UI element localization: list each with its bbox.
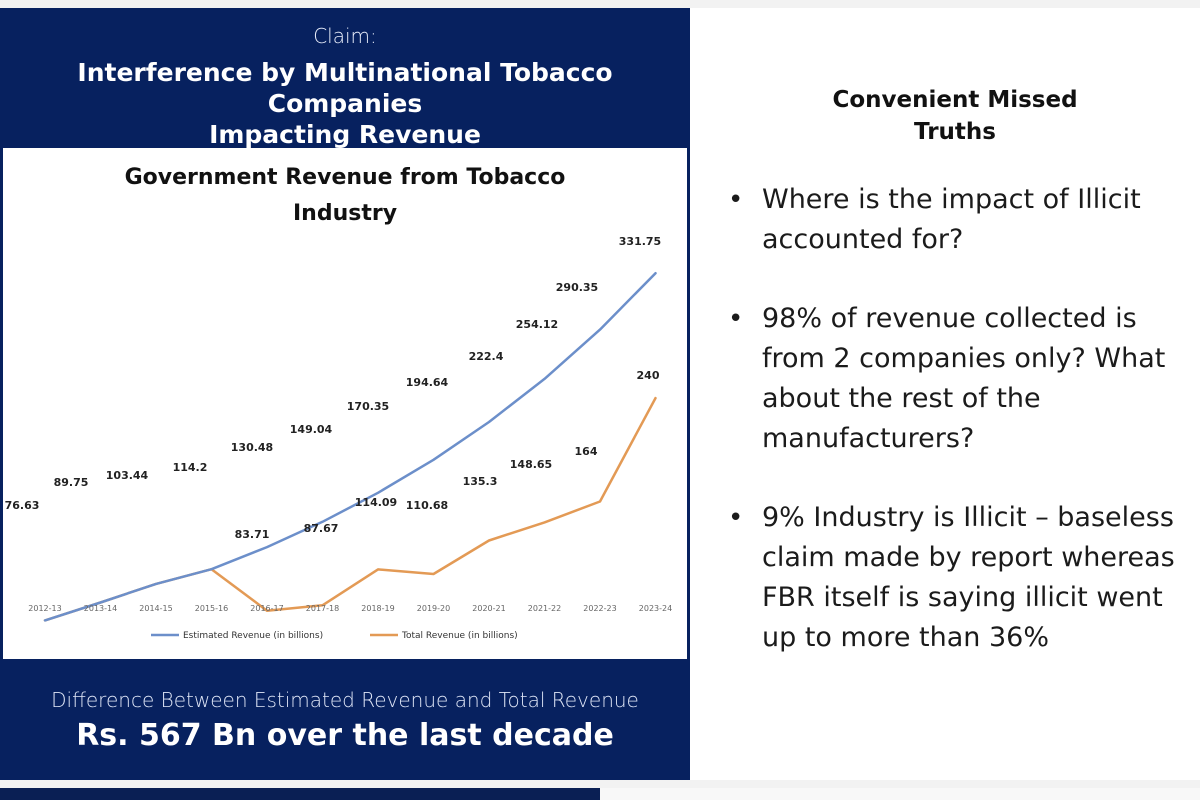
bottom-navy-strip	[0, 788, 600, 800]
missed-truth-item: 9% Industry is Illicit – baseless claim …	[728, 498, 1188, 658]
total-revenue-line	[43, 396, 657, 622]
claim-title-line-1: Interference by Multinational Tobacco Co…	[77, 58, 613, 118]
total-data-label: 240	[637, 369, 660, 382]
legend-estimated-label: Estimated Revenue (in billions)	[183, 631, 323, 641]
total-data-label: 110.68	[406, 499, 448, 512]
estimated-data-label: 170.35	[347, 400, 389, 413]
claim-title-line-2: Impacting Revenue	[209, 120, 481, 149]
total-data-label: 148.65	[510, 458, 552, 471]
x-tick-label: 2018-19	[361, 604, 394, 613]
x-tick-label: 2021-22	[528, 604, 561, 613]
missed-truths-title-line-1: Convenient Missed	[832, 87, 1078, 113]
x-tick-label: 2020-21	[472, 604, 505, 613]
estimated-data-label: 222.4	[469, 350, 504, 363]
x-tick-label: 2014-15	[139, 604, 172, 613]
chart-title-line-1: Government Revenue from Tobacco	[125, 165, 566, 190]
shared-data-label: 103.44	[106, 469, 149, 482]
chart-layer: 2012-13 2013-14 2014-15 2015-16 2016-17 2017-…	[5, 235, 673, 641]
revenue-chart-card: Government Revenue from Tobacco Industry…	[3, 148, 687, 659]
bottom-light-strip	[600, 788, 1200, 800]
x-tick-label: 2015-16	[195, 604, 228, 613]
estimated-data-label: 331.75	[619, 235, 661, 248]
estimated-data-label: 254.12	[516, 318, 558, 331]
total-data-label: 83.71	[235, 528, 270, 541]
x-tick-label: 2012-13	[28, 604, 61, 613]
total-data-label: 135.3	[463, 475, 498, 488]
total-data-label: 87.67	[304, 522, 339, 535]
x-tick-label: 2013-14	[84, 604, 117, 613]
shared-data-label: 89.75	[54, 476, 89, 489]
estimated-data-label: 149.04	[290, 423, 333, 436]
difference-caption: Difference Between Estimated Revenue and…	[51, 688, 639, 712]
difference-value: Rs. 567 Bn over the last decade	[76, 718, 614, 753]
x-tick-label: 2022-23	[583, 604, 616, 613]
missed-truth-item: 98% of revenue collected is from 2 compa…	[728, 299, 1188, 459]
legend-total-label: Total Revenue (in billions)	[401, 631, 518, 641]
x-tick-label: 2017-18	[306, 604, 339, 613]
x-tick-label: 2016-17	[250, 604, 283, 613]
total-data-label: 164	[575, 445, 598, 458]
claim-label: Claim:	[313, 24, 377, 48]
x-tick-label: 2019-20	[417, 604, 450, 613]
estimated-data-label: 130.48	[231, 441, 273, 454]
revenue-line-chart: Government Revenue from Tobacco Industry…	[5, 165, 673, 641]
missed-truths-list: Where is the impact of Illicit accounted…	[728, 180, 1188, 697]
shared-data-label: 76.63	[5, 499, 40, 512]
estimated-data-label: 194.64	[406, 376, 449, 389]
x-tick-label: 2023-24	[639, 604, 672, 613]
missed-truths-title: Convenient Missed Truths	[775, 84, 1135, 148]
estimated-data-label: 290.35	[556, 281, 598, 294]
claim-title: Interference by Multinational Tobacco Co…	[0, 57, 690, 150]
estimated-revenue-line	[43, 271, 657, 622]
shared-data-label: 114.2	[173, 461, 208, 474]
missed-truths-title-line-2: Truths	[914, 119, 996, 145]
chart-title-line-2: Industry	[293, 201, 397, 226]
missed-truth-item: Where is the impact of Illicit accounted…	[728, 180, 1188, 260]
total-data-label: 114.09	[355, 496, 397, 509]
